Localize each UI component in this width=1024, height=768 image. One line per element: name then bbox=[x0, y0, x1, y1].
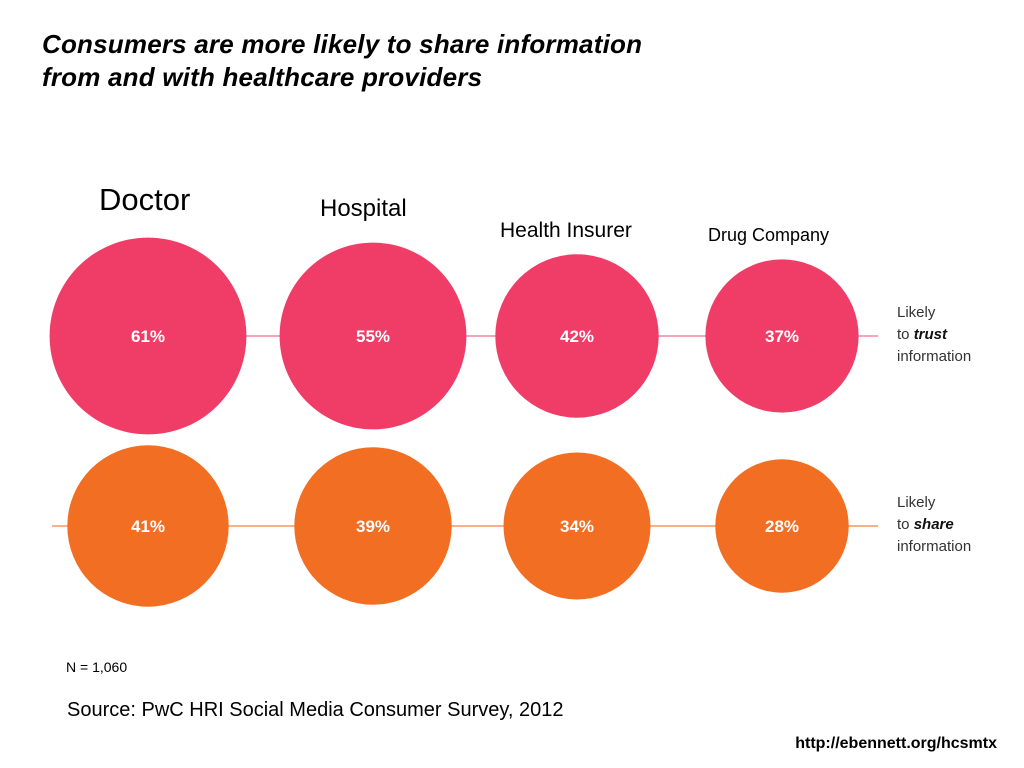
data-label-trust-doctor: 61% bbox=[131, 327, 165, 346]
data-label-share-drug-company: 28% bbox=[765, 517, 799, 536]
bubble-trust-hospital bbox=[279, 242, 467, 430]
bubble-share-health-insurer bbox=[503, 452, 651, 600]
series-label-trust-line-3: information bbox=[897, 348, 971, 365]
sample-size-note: N = 1,060 bbox=[66, 659, 128, 675]
bubble-share-doctor bbox=[67, 445, 229, 607]
category-label-hospital: Hospital bbox=[320, 195, 407, 222]
bubble-share-drug-company bbox=[715, 459, 849, 593]
data-label-share-doctor: 41% bbox=[131, 517, 165, 536]
series-label-share-line-2: to share bbox=[897, 516, 954, 533]
series-label-trust-line-1: Likely bbox=[897, 304, 936, 321]
category-label-drug-company: Drug Company bbox=[708, 225, 830, 245]
data-label-trust-health-insurer: 42% bbox=[560, 327, 594, 346]
chart-title: Consumers are more likely to share infor… bbox=[42, 28, 642, 94]
series-label-share-line-1: Likely bbox=[897, 494, 936, 511]
bubble-share-hospital bbox=[294, 447, 452, 605]
data-label-trust-drug-company: 37% bbox=[765, 327, 799, 346]
bubble-trust-drug-company bbox=[705, 259, 859, 413]
data-label-trust-hospital: 55% bbox=[356, 327, 390, 346]
source-note: Source: PwC HRI Social Media Consumer Su… bbox=[67, 699, 564, 721]
data-label-share-hospital: 39% bbox=[356, 517, 390, 536]
data-label-share-health-insurer: 34% bbox=[560, 517, 594, 536]
bubble-trust-health-insurer bbox=[495, 254, 659, 418]
bubble-trust-doctor bbox=[49, 237, 247, 435]
category-label-doctor: Doctor bbox=[99, 182, 191, 217]
source-url: http://ebennett.org/hcsmtx bbox=[795, 735, 997, 752]
category-label-health-insurer: Health Insurer bbox=[500, 219, 632, 242]
chart-title-line-1: Consumers are more likely to share infor… bbox=[42, 29, 643, 59]
chart-title-line-2: from and with healthcare providers bbox=[42, 62, 483, 92]
series-label-share-line-3: information bbox=[897, 538, 971, 555]
series-label-trust-line-2: to trust bbox=[897, 326, 948, 343]
